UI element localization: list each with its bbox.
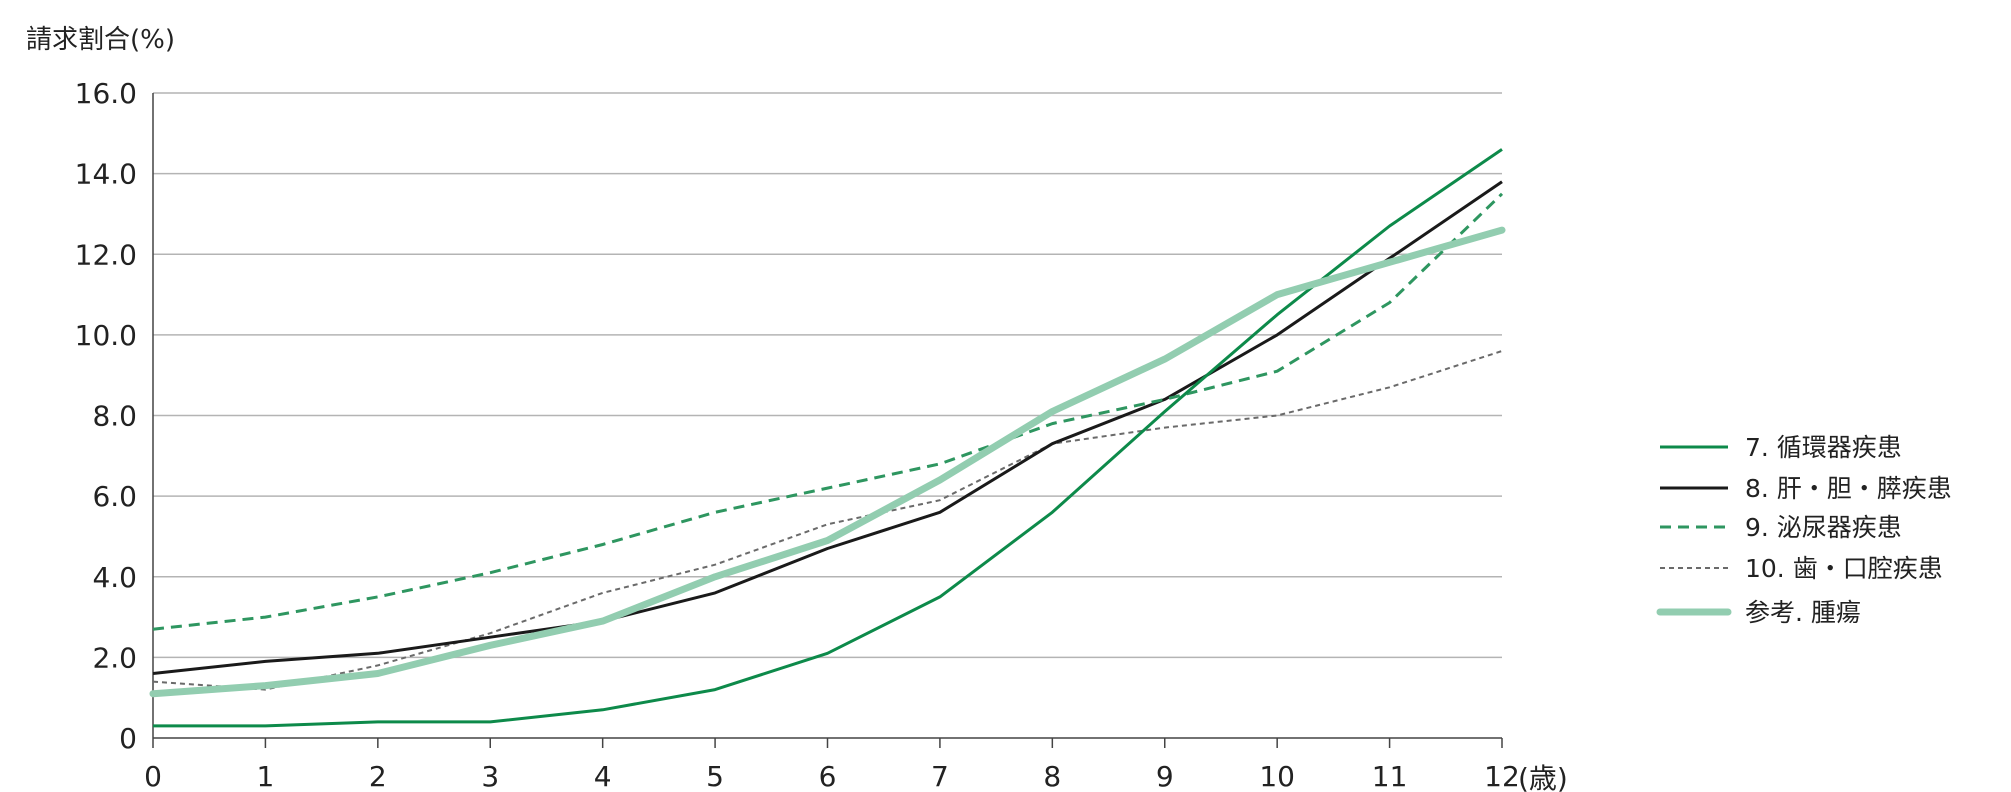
series-line-3 bbox=[152, 350, 1503, 691]
x-tick-label: 3 bbox=[481, 760, 499, 792]
x-tick-label: 11 bbox=[1372, 760, 1408, 792]
series-line-4 bbox=[149, 226, 1506, 698]
y-tick-label: 6.0 bbox=[92, 480, 137, 513]
x-tick-label: 1 bbox=[257, 760, 275, 792]
legend-label-1: 8. 肝・胆・膵疾患 bbox=[1745, 474, 1952, 503]
x-tick-label: 5 bbox=[706, 760, 724, 792]
series-lines bbox=[149, 148, 1506, 728]
axes bbox=[152, 93, 1503, 748]
y-axis-label: 請求割合(%) bbox=[26, 25, 175, 55]
y-tick-label: 10.0 bbox=[75, 319, 137, 352]
series-line-0 bbox=[153, 148, 1503, 728]
y-tick-labels: 0 2.0 4.0 6.0 8.0 10.0 12.0 14.0 16.0 bbox=[75, 77, 137, 755]
grid-lines bbox=[153, 92, 1502, 659]
legend: 7. 循環器疾患 8. 肝・胆・膵疾患 9. 泌尿器疾患 10. 歯・口腔疾患参考. … bbox=[1656, 433, 1952, 627]
x-tick-label: 12 bbox=[1484, 760, 1520, 792]
x-tick-labels: 0 1 2 3 4 5 6 7 8 9 10 11 12 bbox=[144, 760, 1520, 792]
x-tick-label: 6 bbox=[819, 760, 837, 792]
y-tick-label: 0 bbox=[119, 722, 137, 755]
y-tick-label: 12.0 bbox=[75, 238, 137, 271]
legend-label-2: 9. 泌尿器疾患 bbox=[1745, 513, 1902, 542]
x-tick-label: 7 bbox=[931, 760, 949, 792]
x-tick-label: 10 bbox=[1259, 760, 1295, 792]
y-tick-label: 2.0 bbox=[92, 641, 137, 674]
y-tick-label: 8.0 bbox=[92, 400, 137, 433]
legend-label-3: 10. 歯・口腔疾患 bbox=[1745, 554, 1943, 583]
y-tick-label: 16.0 bbox=[75, 77, 137, 110]
x-tick-label: 0 bbox=[144, 760, 162, 792]
y-tick-label: 4.0 bbox=[92, 561, 137, 594]
x-tick-label: 4 bbox=[594, 760, 612, 792]
y-tick-label: 14.0 bbox=[75, 158, 137, 191]
x-tick-label: 2 bbox=[369, 760, 387, 792]
series-line-1 bbox=[152, 180, 1503, 675]
x-tick-label: 8 bbox=[1043, 760, 1061, 792]
legend-label-0: 7. 循環器疾患 bbox=[1745, 433, 1902, 462]
legend-label-4: 参考. 腫瘍 bbox=[1745, 598, 1861, 627]
x-axis-unit-label: (歳) bbox=[1518, 762, 1568, 792]
x-tick-label: 9 bbox=[1156, 760, 1174, 792]
series-line-2 bbox=[152, 192, 1504, 631]
